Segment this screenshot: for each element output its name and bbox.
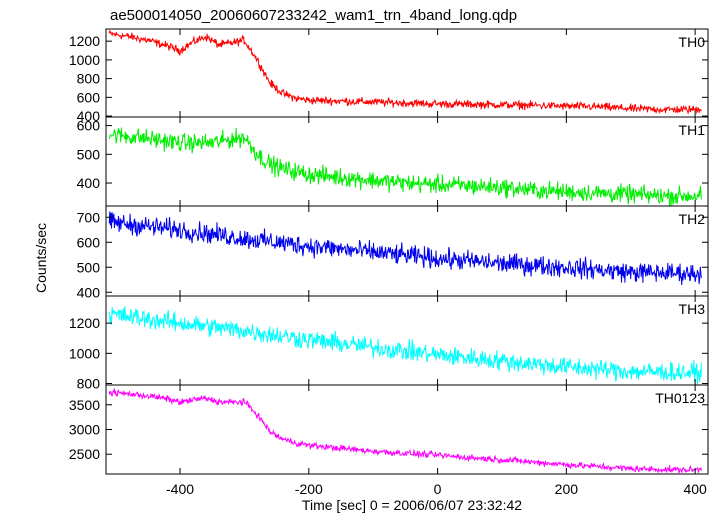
band-label: TH3 (679, 301, 706, 317)
band-label: TH0123 (655, 390, 705, 406)
panel-th0: 400 600 800 1000 1200 TH0 (69, 28, 709, 124)
y-axis-label: Counts/sec (33, 223, 49, 293)
y-tick-label: 600 (77, 234, 101, 250)
panel-frame (105, 205, 709, 297)
band-label: TH0 (679, 34, 706, 50)
band-label: TH1 (679, 122, 706, 138)
y-tick-label: 400 (77, 175, 101, 191)
y-tick-label: 600 (77, 118, 101, 134)
x-tick-label: -400 (166, 481, 194, 497)
y-tick-label: 2500 (69, 446, 100, 462)
x-tick-label: 400 (683, 481, 707, 497)
series-line-th2 (108, 211, 702, 286)
panel-frame (105, 295, 709, 386)
x-tick-label: -200 (295, 481, 323, 497)
panel-th2: 400 500 600 700 TH2 (77, 205, 709, 300)
y-tick-label: 500 (77, 146, 101, 162)
y-tick-label: 400 (77, 284, 101, 300)
chart-title: ae500014050_20060607233242_wam1_trn_4ban… (110, 7, 517, 24)
x-axis-label: Time [sec] 0 = 2006/06/07 23:32:42 (302, 497, 522, 513)
y-tick-label: 3500 (69, 397, 100, 413)
y-tick-label: 700 (77, 209, 101, 225)
y-tick-label: 400 (77, 108, 101, 124)
x-tick-label: 0 (434, 481, 442, 497)
y-tick-label: 3000 (69, 422, 100, 438)
panel-th1: 400 500 600 TH1 (77, 116, 709, 208)
y-tick-label: 1200 (69, 33, 100, 49)
y-tick-label: 800 (77, 71, 101, 87)
band-label: TH2 (679, 211, 706, 227)
series-line-th1 (108, 127, 702, 208)
series-line-th0 (108, 30, 702, 115)
y-tick-label: 600 (77, 89, 101, 105)
y-tick-label: 1200 (69, 315, 100, 331)
y-tick-label: 1000 (69, 52, 100, 68)
x-tick-label: 200 (555, 481, 579, 497)
panel-th3: 800 1000 1200 TH3 (69, 295, 709, 391)
y-tick-label: 500 (77, 259, 101, 275)
panel-th0123: 2500 3000 3500 TH0123 (69, 384, 709, 475)
y-tick-label: 1000 (69, 345, 100, 361)
y-tick-label: 800 (77, 375, 101, 391)
series-line-th3 (108, 306, 702, 386)
series-line-th0123 (108, 388, 702, 474)
